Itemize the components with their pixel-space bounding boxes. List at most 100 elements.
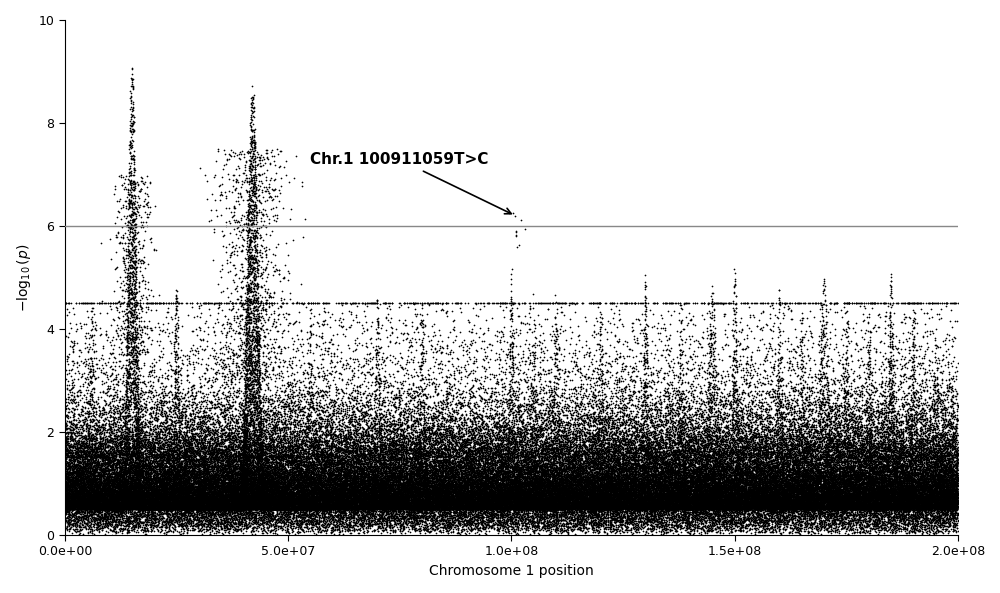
Point — [531, 484, 547, 494]
Point — [715, 448, 731, 457]
Point — [126, 199, 142, 208]
Point — [231, 421, 247, 431]
Point — [296, 505, 312, 514]
Point — [752, 506, 768, 515]
Point — [738, 505, 754, 514]
Point — [448, 468, 464, 478]
Point — [712, 470, 728, 480]
Point — [475, 498, 491, 508]
Point — [704, 401, 720, 411]
Point — [143, 468, 159, 477]
Point — [334, 439, 350, 448]
Point — [270, 500, 286, 510]
Point — [715, 445, 731, 455]
Point — [353, 503, 369, 512]
Point — [267, 496, 283, 506]
Point — [484, 479, 500, 489]
Point — [676, 514, 692, 524]
Point — [103, 472, 119, 482]
Point — [143, 504, 159, 514]
Point — [268, 391, 284, 400]
Point — [247, 449, 263, 458]
Point — [886, 506, 902, 515]
Point — [388, 498, 404, 507]
Point — [230, 505, 246, 514]
Point — [162, 455, 178, 465]
Point — [891, 433, 907, 443]
Point — [380, 502, 396, 512]
Point — [947, 502, 963, 512]
Point — [112, 458, 128, 468]
Point — [732, 497, 748, 506]
Point — [117, 418, 133, 428]
Point — [190, 502, 206, 512]
Point — [799, 423, 815, 432]
Point — [813, 502, 829, 511]
Point — [742, 496, 758, 505]
Point — [299, 492, 315, 502]
Point — [860, 408, 876, 417]
Point — [910, 492, 926, 502]
Point — [664, 365, 680, 375]
Point — [609, 487, 625, 497]
Point — [307, 484, 323, 494]
Point — [731, 436, 747, 445]
Point — [242, 480, 258, 490]
Point — [573, 503, 589, 513]
Point — [691, 499, 707, 509]
Point — [358, 393, 374, 402]
Point — [727, 419, 743, 428]
Point — [692, 492, 708, 501]
Point — [435, 490, 451, 500]
Point — [826, 425, 842, 434]
Point — [91, 464, 107, 474]
Point — [600, 493, 616, 503]
Point — [374, 493, 390, 502]
Point — [664, 491, 680, 500]
Point — [709, 499, 725, 508]
Point — [140, 449, 156, 458]
Point — [109, 466, 125, 475]
Point — [916, 498, 932, 508]
Point — [835, 420, 851, 429]
Point — [789, 485, 805, 495]
Point — [272, 489, 288, 498]
Point — [377, 502, 393, 512]
Point — [262, 468, 278, 478]
Point — [235, 466, 251, 476]
Point — [584, 477, 600, 486]
Point — [514, 500, 530, 510]
Point — [220, 498, 236, 508]
Point — [76, 514, 92, 523]
Point — [199, 493, 215, 502]
Point — [682, 416, 698, 426]
Point — [330, 490, 346, 499]
Point — [490, 422, 506, 432]
Point — [281, 494, 297, 503]
Point — [375, 495, 391, 505]
Point — [402, 474, 418, 484]
Point — [552, 486, 568, 495]
Point — [358, 482, 374, 491]
Point — [114, 505, 130, 514]
Point — [260, 505, 276, 514]
Point — [779, 404, 795, 414]
Point — [530, 470, 546, 480]
Point — [823, 425, 839, 434]
Point — [170, 499, 186, 508]
Point — [863, 472, 879, 482]
Point — [883, 292, 899, 301]
Point — [934, 448, 950, 457]
Point — [304, 521, 320, 530]
Point — [925, 486, 941, 495]
Point — [850, 448, 866, 458]
Point — [504, 317, 520, 326]
Point — [79, 442, 95, 452]
Point — [818, 457, 834, 467]
Point — [375, 505, 391, 514]
Point — [439, 479, 455, 488]
Point — [385, 484, 401, 494]
Point — [835, 462, 851, 471]
Point — [411, 479, 427, 489]
Point — [847, 505, 863, 514]
